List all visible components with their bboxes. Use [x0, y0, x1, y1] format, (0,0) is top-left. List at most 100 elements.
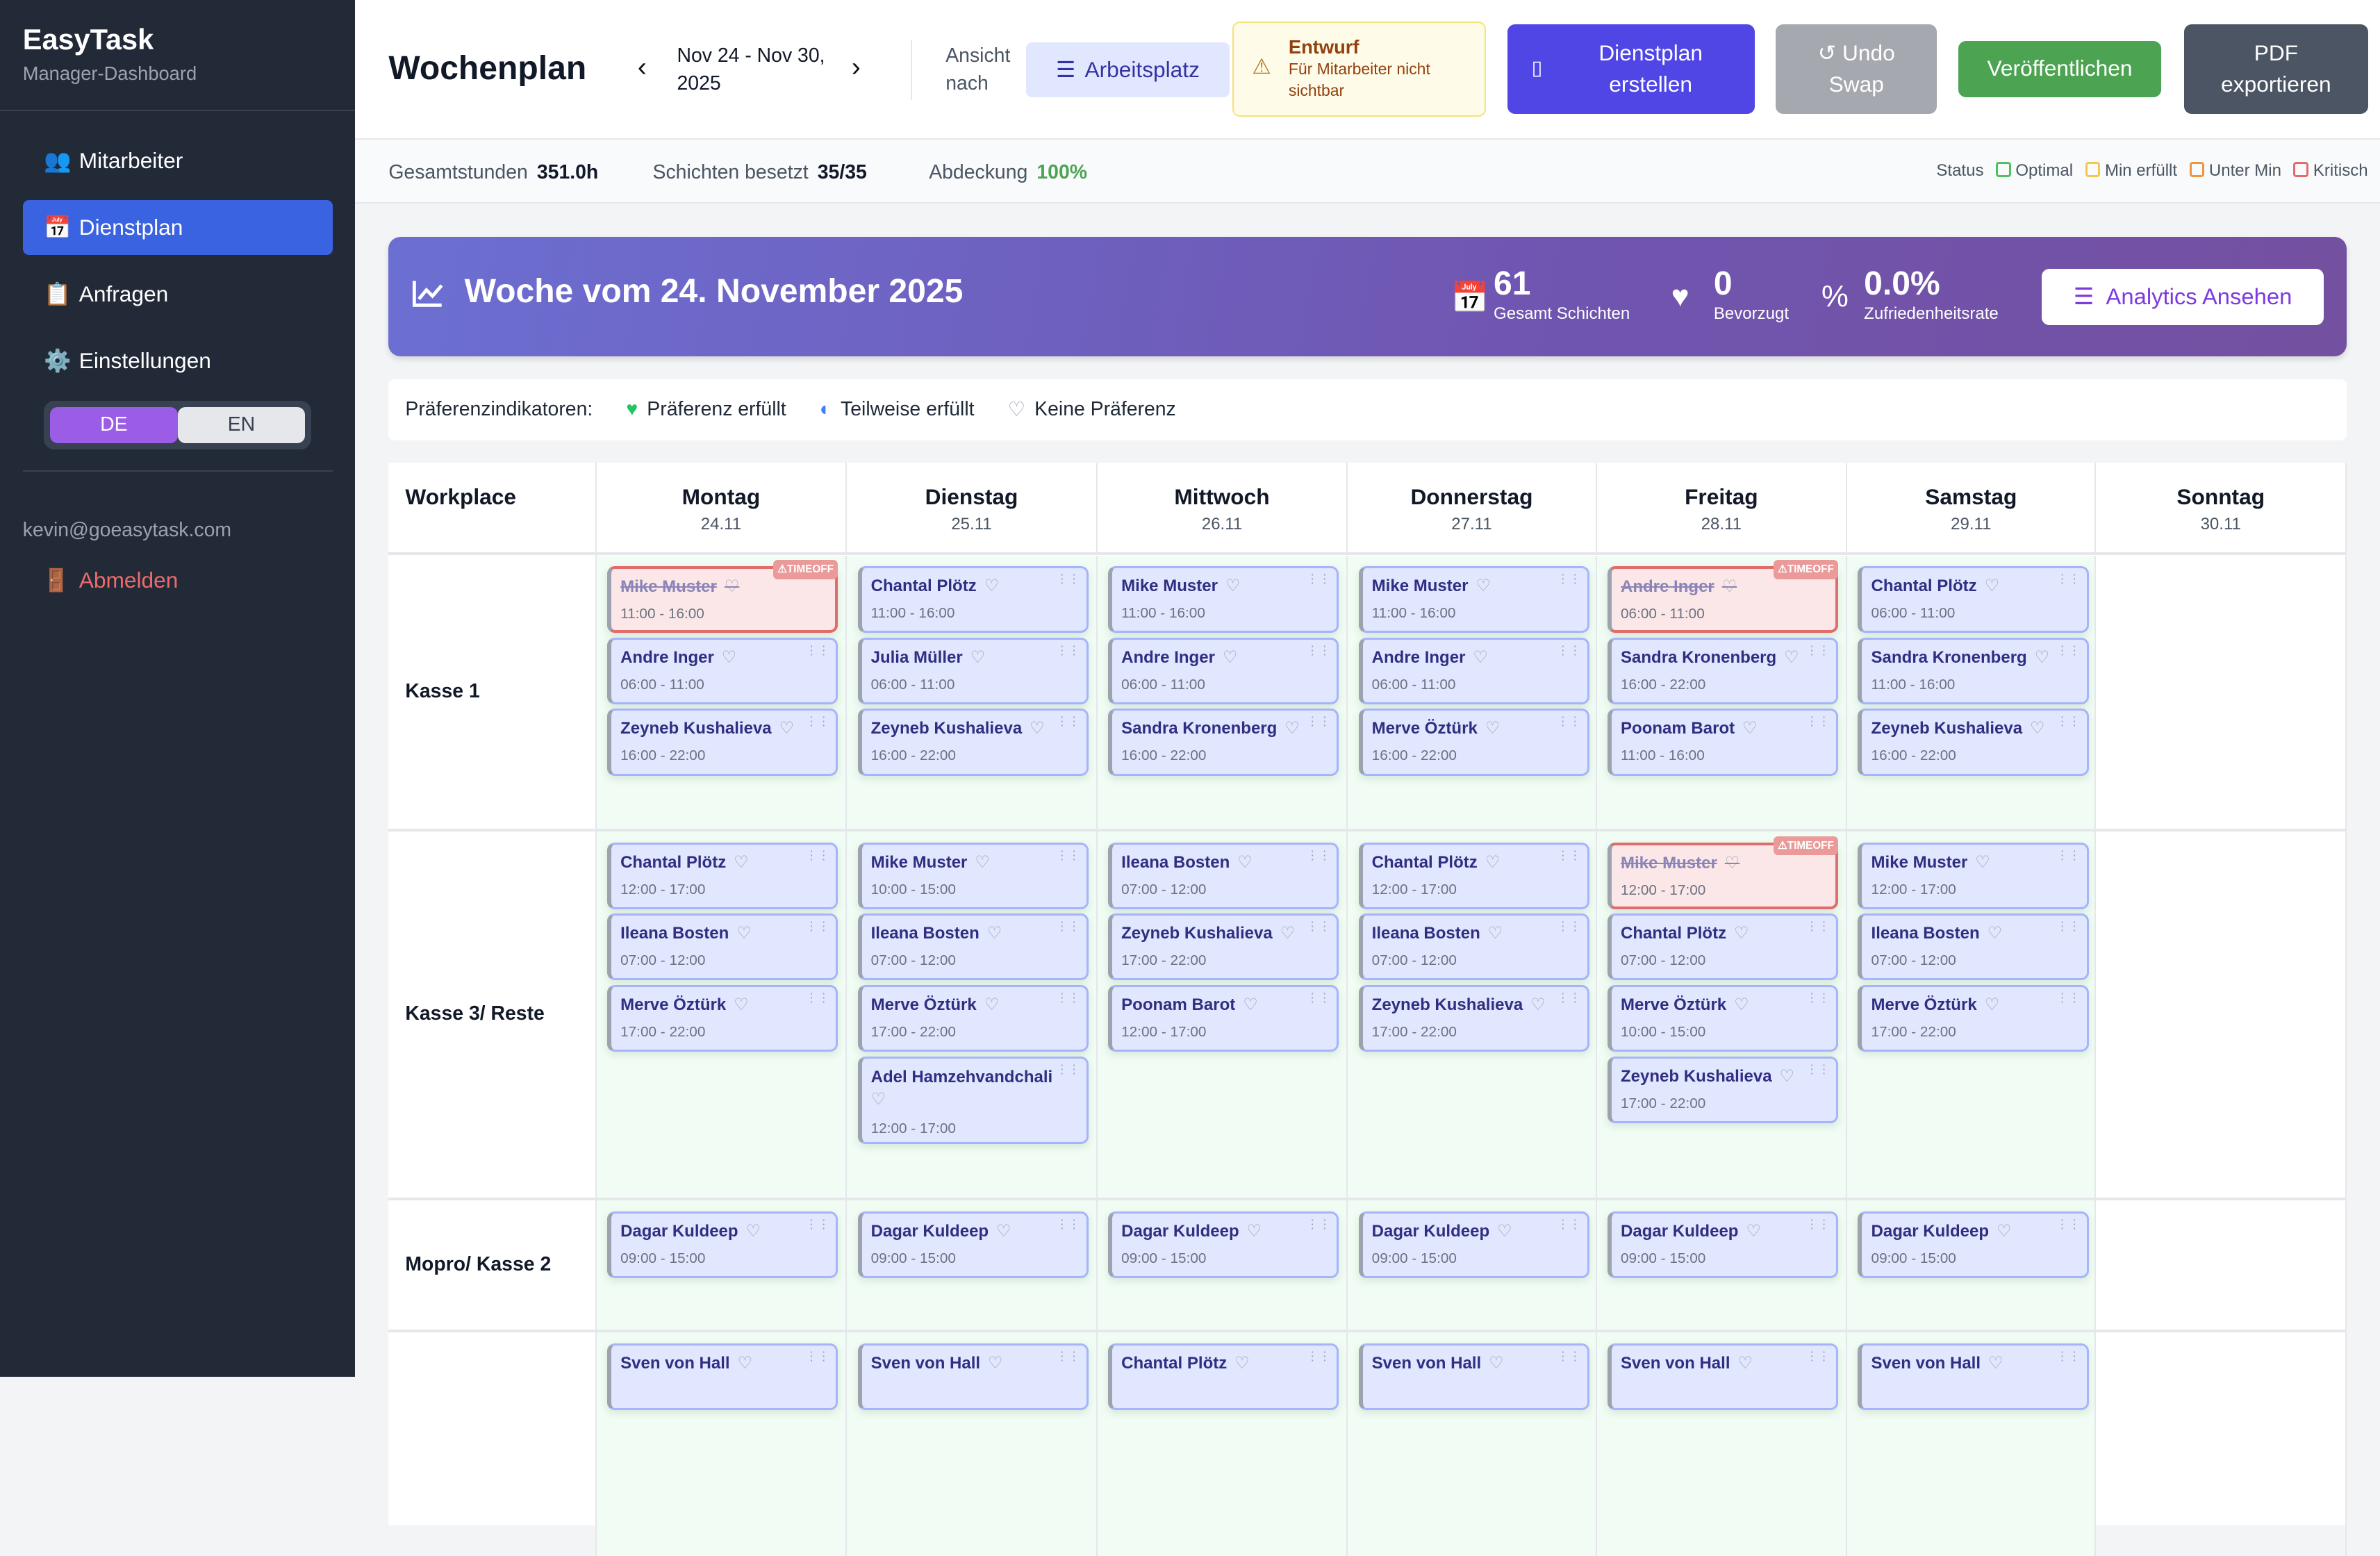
- drag-handle-icon[interactable]: ⋮⋮: [1055, 714, 1080, 729]
- shift-card[interactable]: Zeyneb Kushalieva ♡ 17:00 - 22:00 ⋮⋮: [1108, 913, 1339, 981]
- shift-card[interactable]: Chantal Plötz ♡ 11:00 - 16:00 ⋮⋮: [857, 565, 1089, 634]
- day-cell[interactable]: Dagar Kuldeep ♡ 09:00 - 15:00 ⋮⋮: [1348, 1200, 1597, 1332]
- day-cell[interactable]: [2096, 1332, 2347, 1556]
- day-cell[interactable]: Mike Muster ♡ 11:00 - 16:00 ⚠TIMEOFF Andre I…: [596, 555, 848, 831]
- drag-handle-icon[interactable]: ⋮⋮: [1556, 847, 1581, 862]
- heart-outline-icon[interactable]: ♡: [984, 995, 1000, 1014]
- create-schedule-button[interactable]: ▯ Dienstplan erstellen: [1507, 24, 1755, 114]
- drag-handle-icon[interactable]: ⋮⋮: [1055, 571, 1080, 586]
- drag-handle-icon[interactable]: ⋮⋮: [805, 643, 830, 657]
- heart-outline-icon[interactable]: ♡: [721, 647, 737, 667]
- drag-handle-icon[interactable]: ⋮⋮: [1306, 847, 1331, 862]
- sidebar-item-dienstplan[interactable]: 📅 Dienstplan: [22, 200, 333, 256]
- heart-outline-icon[interactable]: ♡: [1234, 1353, 1250, 1373]
- drag-handle-icon[interactable]: ⋮⋮: [2056, 847, 2081, 862]
- drag-handle-icon[interactable]: ⋮⋮: [805, 847, 830, 862]
- heart-outline-icon[interactable]: ♡: [870, 1090, 886, 1109]
- day-cell[interactable]: Mike Muster ♡ 11:00 - 16:00 ⋮⋮ Andre Inger ♡ 0…: [1097, 555, 1348, 831]
- shift-card[interactable]: Zeyneb Kushalieva ♡ 16:00 - 22:00 ⋮⋮: [606, 709, 838, 776]
- day-cell[interactable]: Andre Inger ♡ 06:00 - 11:00 ⚠TIMEOFF Sandra …: [1596, 555, 1848, 831]
- drag-handle-icon[interactable]: ⋮⋮: [805, 714, 830, 729]
- lang-en-button[interactable]: EN: [177, 406, 306, 443]
- shift-card[interactable]: Ileana Bosten ♡ 07:00 - 12:00 ⋮⋮: [1108, 842, 1339, 909]
- heart-outline-icon[interactable]: ♡: [1476, 576, 1491, 595]
- shift-card[interactable]: Dagar Kuldeep ♡ 09:00 - 15:00 ⋮⋮: [1858, 1211, 2089, 1278]
- shift-card[interactable]: Poonam Barot ♡ 12:00 - 17:00 ⋮⋮: [1108, 985, 1339, 1052]
- shift-card[interactable]: Mike Muster ♡ 11:00 - 16:00 ⋮⋮: [1358, 565, 1589, 634]
- shift-card[interactable]: Ileana Bosten ♡ 07:00 - 12:00 ⋮⋮: [1358, 913, 1589, 981]
- drag-handle-icon[interactable]: ⋮⋮: [1055, 1348, 1080, 1363]
- drag-handle-icon[interactable]: ⋮⋮: [1805, 1061, 1831, 1076]
- heart-outline-icon[interactable]: ♡: [970, 647, 986, 667]
- shift-card[interactable]: Sandra Kronenberg ♡ 16:00 - 22:00 ⋮⋮: [1108, 709, 1339, 776]
- heart-outline-icon[interactable]: ♡: [1487, 924, 1503, 943]
- shift-card[interactable]: Merve Öztürk ♡ 17:00 - 22:00 ⋮⋮: [606, 985, 838, 1052]
- shift-card[interactable]: Mike Muster ♡ 11:00 - 16:00 ⋮⋮: [1108, 565, 1339, 634]
- shift-card[interactable]: Adel Hamzehvandchali ♡ 12:00 - 17:00 ⋮⋮: [857, 1056, 1089, 1145]
- heart-outline-icon[interactable]: ♡: [734, 995, 749, 1014]
- shift-card[interactable]: Poonam Barot ♡ 11:00 - 16:00 ⋮⋮: [1607, 709, 1838, 776]
- shift-card[interactable]: Zeyneb Kushalieva ♡ 17:00 - 22:00 ⋮⋮: [1607, 1056, 1838, 1123]
- heart-outline-icon[interactable]: ♡: [1975, 852, 1990, 872]
- drag-handle-icon[interactable]: ⋮⋮: [1556, 571, 1581, 586]
- heart-outline-icon[interactable]: ♡: [734, 852, 749, 872]
- drag-handle-icon[interactable]: ⋮⋮: [1055, 1061, 1080, 1076]
- day-cell[interactable]: Dagar Kuldeep ♡ 09:00 - 15:00 ⋮⋮: [596, 1200, 848, 1332]
- shift-card[interactable]: Chantal Plötz ♡ 12:00 - 17:00 ⋮⋮: [606, 842, 838, 909]
- drag-handle-icon[interactable]: ⋮⋮: [1556, 919, 1581, 934]
- heart-outline-icon[interactable]: ♡: [737, 1353, 753, 1373]
- day-cell[interactable]: Chantal Plötz ♡ 11:00 - 16:00 ⋮⋮ Julia Mülle…: [847, 555, 1098, 831]
- day-cell[interactable]: Ileana Bosten ♡ 07:00 - 12:00 ⋮⋮ Zeyneb Kush…: [1097, 831, 1348, 1200]
- shift-card[interactable]: Ileana Bosten ♡ 07:00 - 12:00 ⋮⋮: [1858, 913, 2089, 981]
- drag-handle-icon[interactable]: ⋮⋮: [1306, 571, 1331, 586]
- drag-handle-icon[interactable]: ⋮⋮: [1306, 990, 1331, 1004]
- day-cell[interactable]: Mike Muster ♡ 11:00 - 16:00 ⋮⋮ Andre Inger ♡ 0…: [1348, 555, 1597, 831]
- drag-handle-icon[interactable]: ⋮⋮: [1306, 1348, 1331, 1363]
- day-cell[interactable]: Sven von Hall ♡ ⋮⋮: [1348, 1332, 1597, 1556]
- heart-outline-icon[interactable]: ♡: [724, 577, 740, 596]
- drag-handle-icon[interactable]: ⋮⋮: [1055, 643, 1080, 657]
- day-cell[interactable]: Sven von Hall ♡ ⋮⋮: [847, 1332, 1098, 1556]
- drag-handle-icon[interactable]: ⋮⋮: [1306, 643, 1331, 657]
- day-cell[interactable]: Dagar Kuldeep ♡ 09:00 - 15:00 ⋮⋮: [1847, 1200, 2097, 1332]
- shift-card[interactable]: Andre Inger ♡ 06:00 - 11:00 ⚠TIMEOFF: [1607, 559, 1839, 634]
- day-cell[interactable]: [2096, 555, 2347, 831]
- heart-outline-icon[interactable]: ♡: [1280, 924, 1296, 943]
- sidebar-item-mitarbeiter[interactable]: 👥 Mitarbeiter: [23, 133, 333, 188]
- day-cell[interactable]: Dagar Kuldeep ♡ 09:00 - 15:00 ⋮⋮: [847, 1200, 1098, 1332]
- shift-card[interactable]: Mike Muster ♡ 11:00 - 16:00 ⚠TIMEOFF: [606, 559, 838, 634]
- heart-outline-icon[interactable]: ♡: [1225, 576, 1241, 595]
- drag-handle-icon[interactable]: ⋮⋮: [1055, 919, 1080, 934]
- drag-handle-icon[interactable]: ⋮⋮: [1805, 1348, 1831, 1363]
- heart-outline-icon[interactable]: ♡: [1237, 852, 1253, 872]
- heart-outline-icon[interactable]: ♡: [1984, 995, 2000, 1014]
- drag-handle-icon[interactable]: ⋮⋮: [805, 1216, 830, 1231]
- heart-outline-icon[interactable]: ♡: [988, 1353, 1003, 1373]
- heart-outline-icon[interactable]: ♡: [1721, 577, 1737, 596]
- heart-outline-icon[interactable]: ♡: [1473, 647, 1488, 667]
- shift-card[interactable]: Merve Öztürk ♡ 17:00 - 22:00 ⋮⋮: [1858, 985, 2089, 1052]
- day-cell[interactable]: Sven von Hall ♡ ⋮⋮: [1847, 1332, 2097, 1556]
- drag-handle-icon[interactable]: ⋮⋮: [1556, 643, 1581, 657]
- heart-outline-icon[interactable]: ♡: [745, 1221, 761, 1241]
- shift-card[interactable]: Dagar Kuldeep ♡ 09:00 - 15:00 ⋮⋮: [1108, 1211, 1339, 1278]
- heart-outline-icon[interactable]: ♡: [1485, 852, 1501, 872]
- shift-card[interactable]: Merve Öztürk ♡ 16:00 - 22:00 ⋮⋮: [1358, 709, 1589, 776]
- day-cell[interactable]: Chantal Plötz ♡ 06:00 - 11:00 ⋮⋮ Sandra Kron…: [1847, 555, 2097, 831]
- shift-card[interactable]: Andre Inger ♡ 06:00 - 11:00 ⋮⋮: [1108, 637, 1339, 704]
- heart-outline-icon[interactable]: ♡: [1784, 647, 1799, 667]
- heart-outline-icon[interactable]: ♡: [1742, 719, 1758, 738]
- drag-handle-icon[interactable]: ⋮⋮: [805, 1348, 830, 1363]
- drag-handle-icon[interactable]: ⋮⋮: [1055, 1216, 1080, 1231]
- day-cell[interactable]: Mike Muster ♡ 10:00 - 15:00 ⋮⋮ Ileana Bosten…: [847, 831, 1098, 1200]
- prev-week-button[interactable]: ‹: [637, 51, 647, 83]
- drag-handle-icon[interactable]: ⋮⋮: [1055, 990, 1080, 1004]
- heart-outline-icon[interactable]: ♡: [1988, 1353, 2003, 1373]
- drag-handle-icon[interactable]: ⋮⋮: [1306, 714, 1331, 729]
- heart-outline-icon[interactable]: ♡: [1243, 995, 1258, 1014]
- heart-outline-icon[interactable]: ♡: [1497, 1221, 1512, 1241]
- heart-outline-icon[interactable]: ♡: [1734, 924, 1749, 943]
- shift-card[interactable]: Zeyneb Kushalieva ♡ 16:00 - 22:00 ⋮⋮: [1858, 709, 2089, 776]
- day-cell[interactable]: Chantal Plötz ♡ 12:00 - 17:00 ⋮⋮ Ileana Bost…: [596, 831, 848, 1200]
- shift-card[interactable]: Dagar Kuldeep ♡ 09:00 - 15:00 ⋮⋮: [606, 1211, 838, 1278]
